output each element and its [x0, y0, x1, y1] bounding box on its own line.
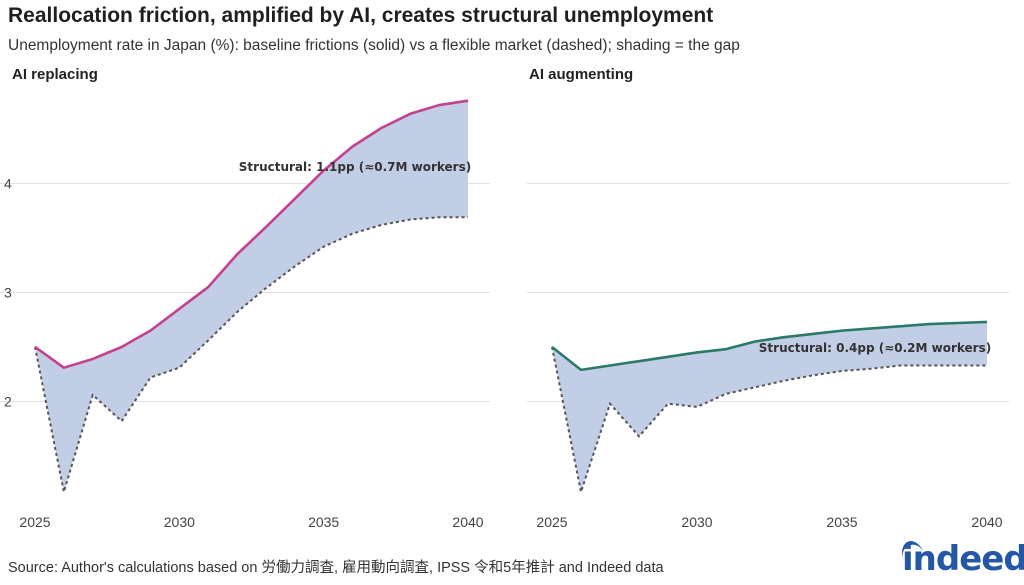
indeed-logo: indeed	[898, 537, 1024, 581]
structural-annotation: Structural: 1.1pp (≈0.7M workers)	[239, 160, 471, 174]
flexible-market-dashed-line	[551, 346, 987, 496]
gap-shading	[552, 321, 987, 492]
baseline-friction-solid-line	[551, 320, 988, 372]
y-tick-label: 3	[4, 285, 12, 301]
gap-shading	[35, 100, 468, 492]
structural-annotation: Structural: 0.4pp (≈0.2M workers)	[759, 341, 991, 355]
baseline-friction-solid-line	[34, 99, 469, 369]
source-note: Source: Author's calculations based on 労…	[8, 560, 664, 576]
x-tick-label: 2025	[19, 514, 50, 530]
logo-wordmark: indeed	[902, 539, 1024, 579]
chart-title: Reallocation friction, amplified by AI, …	[8, 4, 714, 27]
flexible-market-dashed-line	[34, 216, 468, 493]
x-tick-label: 2035	[826, 514, 857, 530]
y-tick-label: 2	[4, 393, 12, 409]
y-tick-label: 4	[4, 176, 12, 192]
x-tick-label: 2040	[971, 514, 1002, 530]
x-tick-label: 2025	[536, 514, 567, 530]
chart-subtitle: Unemployment rate in Japan (%): baseline…	[8, 37, 740, 54]
x-tick-label: 2030	[681, 514, 712, 530]
panel-title-ai-replacing: AI replacing	[12, 66, 98, 83]
x-tick-label: 2030	[164, 514, 195, 530]
x-tick-label: 2035	[308, 514, 339, 530]
x-tick-label: 2040	[452, 514, 483, 530]
panel-title-ai-augmenting: AI augmenting	[529, 66, 634, 83]
